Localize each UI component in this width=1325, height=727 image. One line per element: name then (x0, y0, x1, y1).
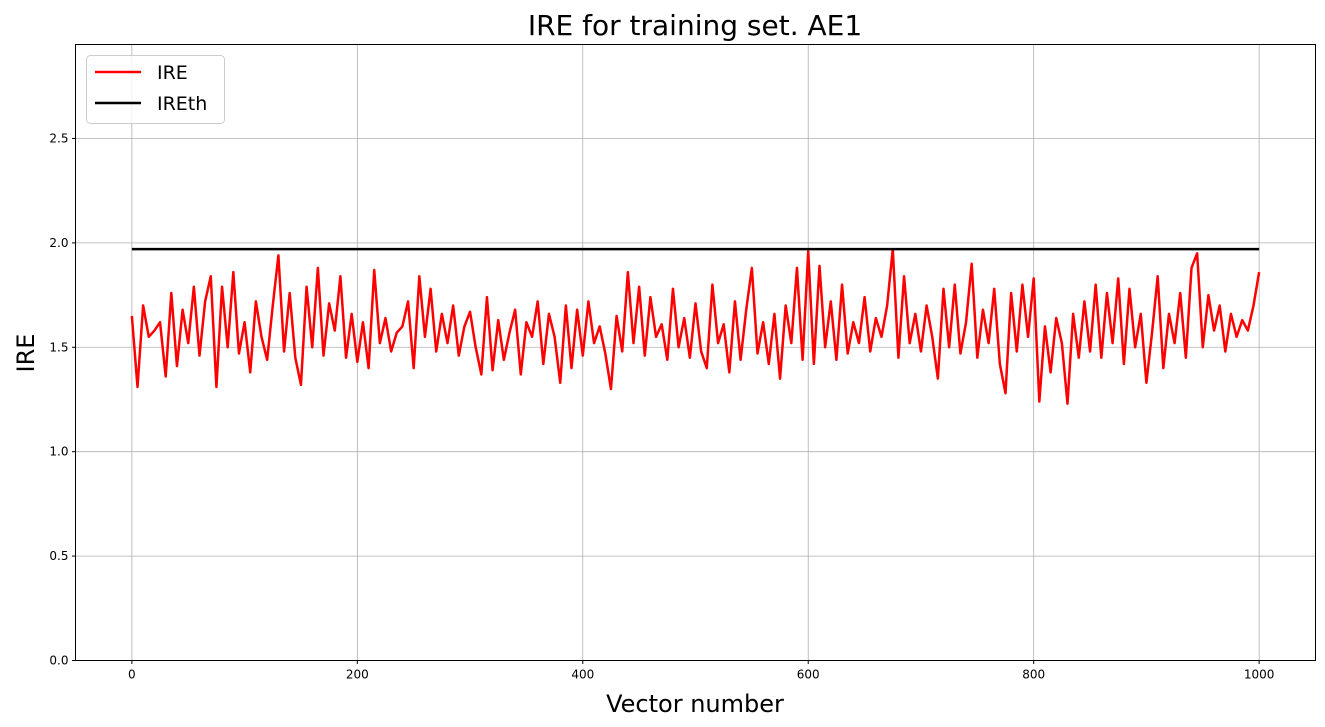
y-tick-label: 2.0 (49, 236, 68, 250)
series-layer (130, 247, 1261, 405)
grid (75, 44, 1316, 661)
y-axis-label: IRE (12, 334, 40, 373)
x-tick-label: 200 (346, 668, 369, 682)
y-tick-label: 1.0 (49, 445, 68, 459)
series-line-ire (130, 247, 1261, 405)
x-tick-label: 600 (797, 668, 820, 682)
x-axis-label: Vector number (606, 690, 784, 718)
y-tick-label: 2.5 (49, 131, 68, 145)
chart-title: IRE for training set. AE1 (528, 9, 862, 42)
x-tick-label: 800 (1022, 668, 1045, 682)
y-axis-ticks: 0.0 0.5 1.0 1.5 2.0 2.5 (49, 131, 76, 668)
legend: IRE IREth (86, 55, 225, 124)
plot-frame (75, 44, 1316, 661)
x-tick-label: 1000 (1244, 668, 1275, 682)
y-tick-label: 0.5 (49, 549, 68, 563)
x-axis-ticks: 0 200 400 600 800 1000 (128, 660, 1275, 682)
legend-label-ireth: IREth (157, 93, 207, 115)
y-tick-label: 1.5 (49, 340, 68, 354)
x-tick-label: 400 (571, 668, 594, 682)
y-tick-label: 0.0 (49, 654, 68, 668)
legend-label-ire: IRE (157, 62, 188, 84)
x-tick-label: 0 (128, 668, 136, 682)
